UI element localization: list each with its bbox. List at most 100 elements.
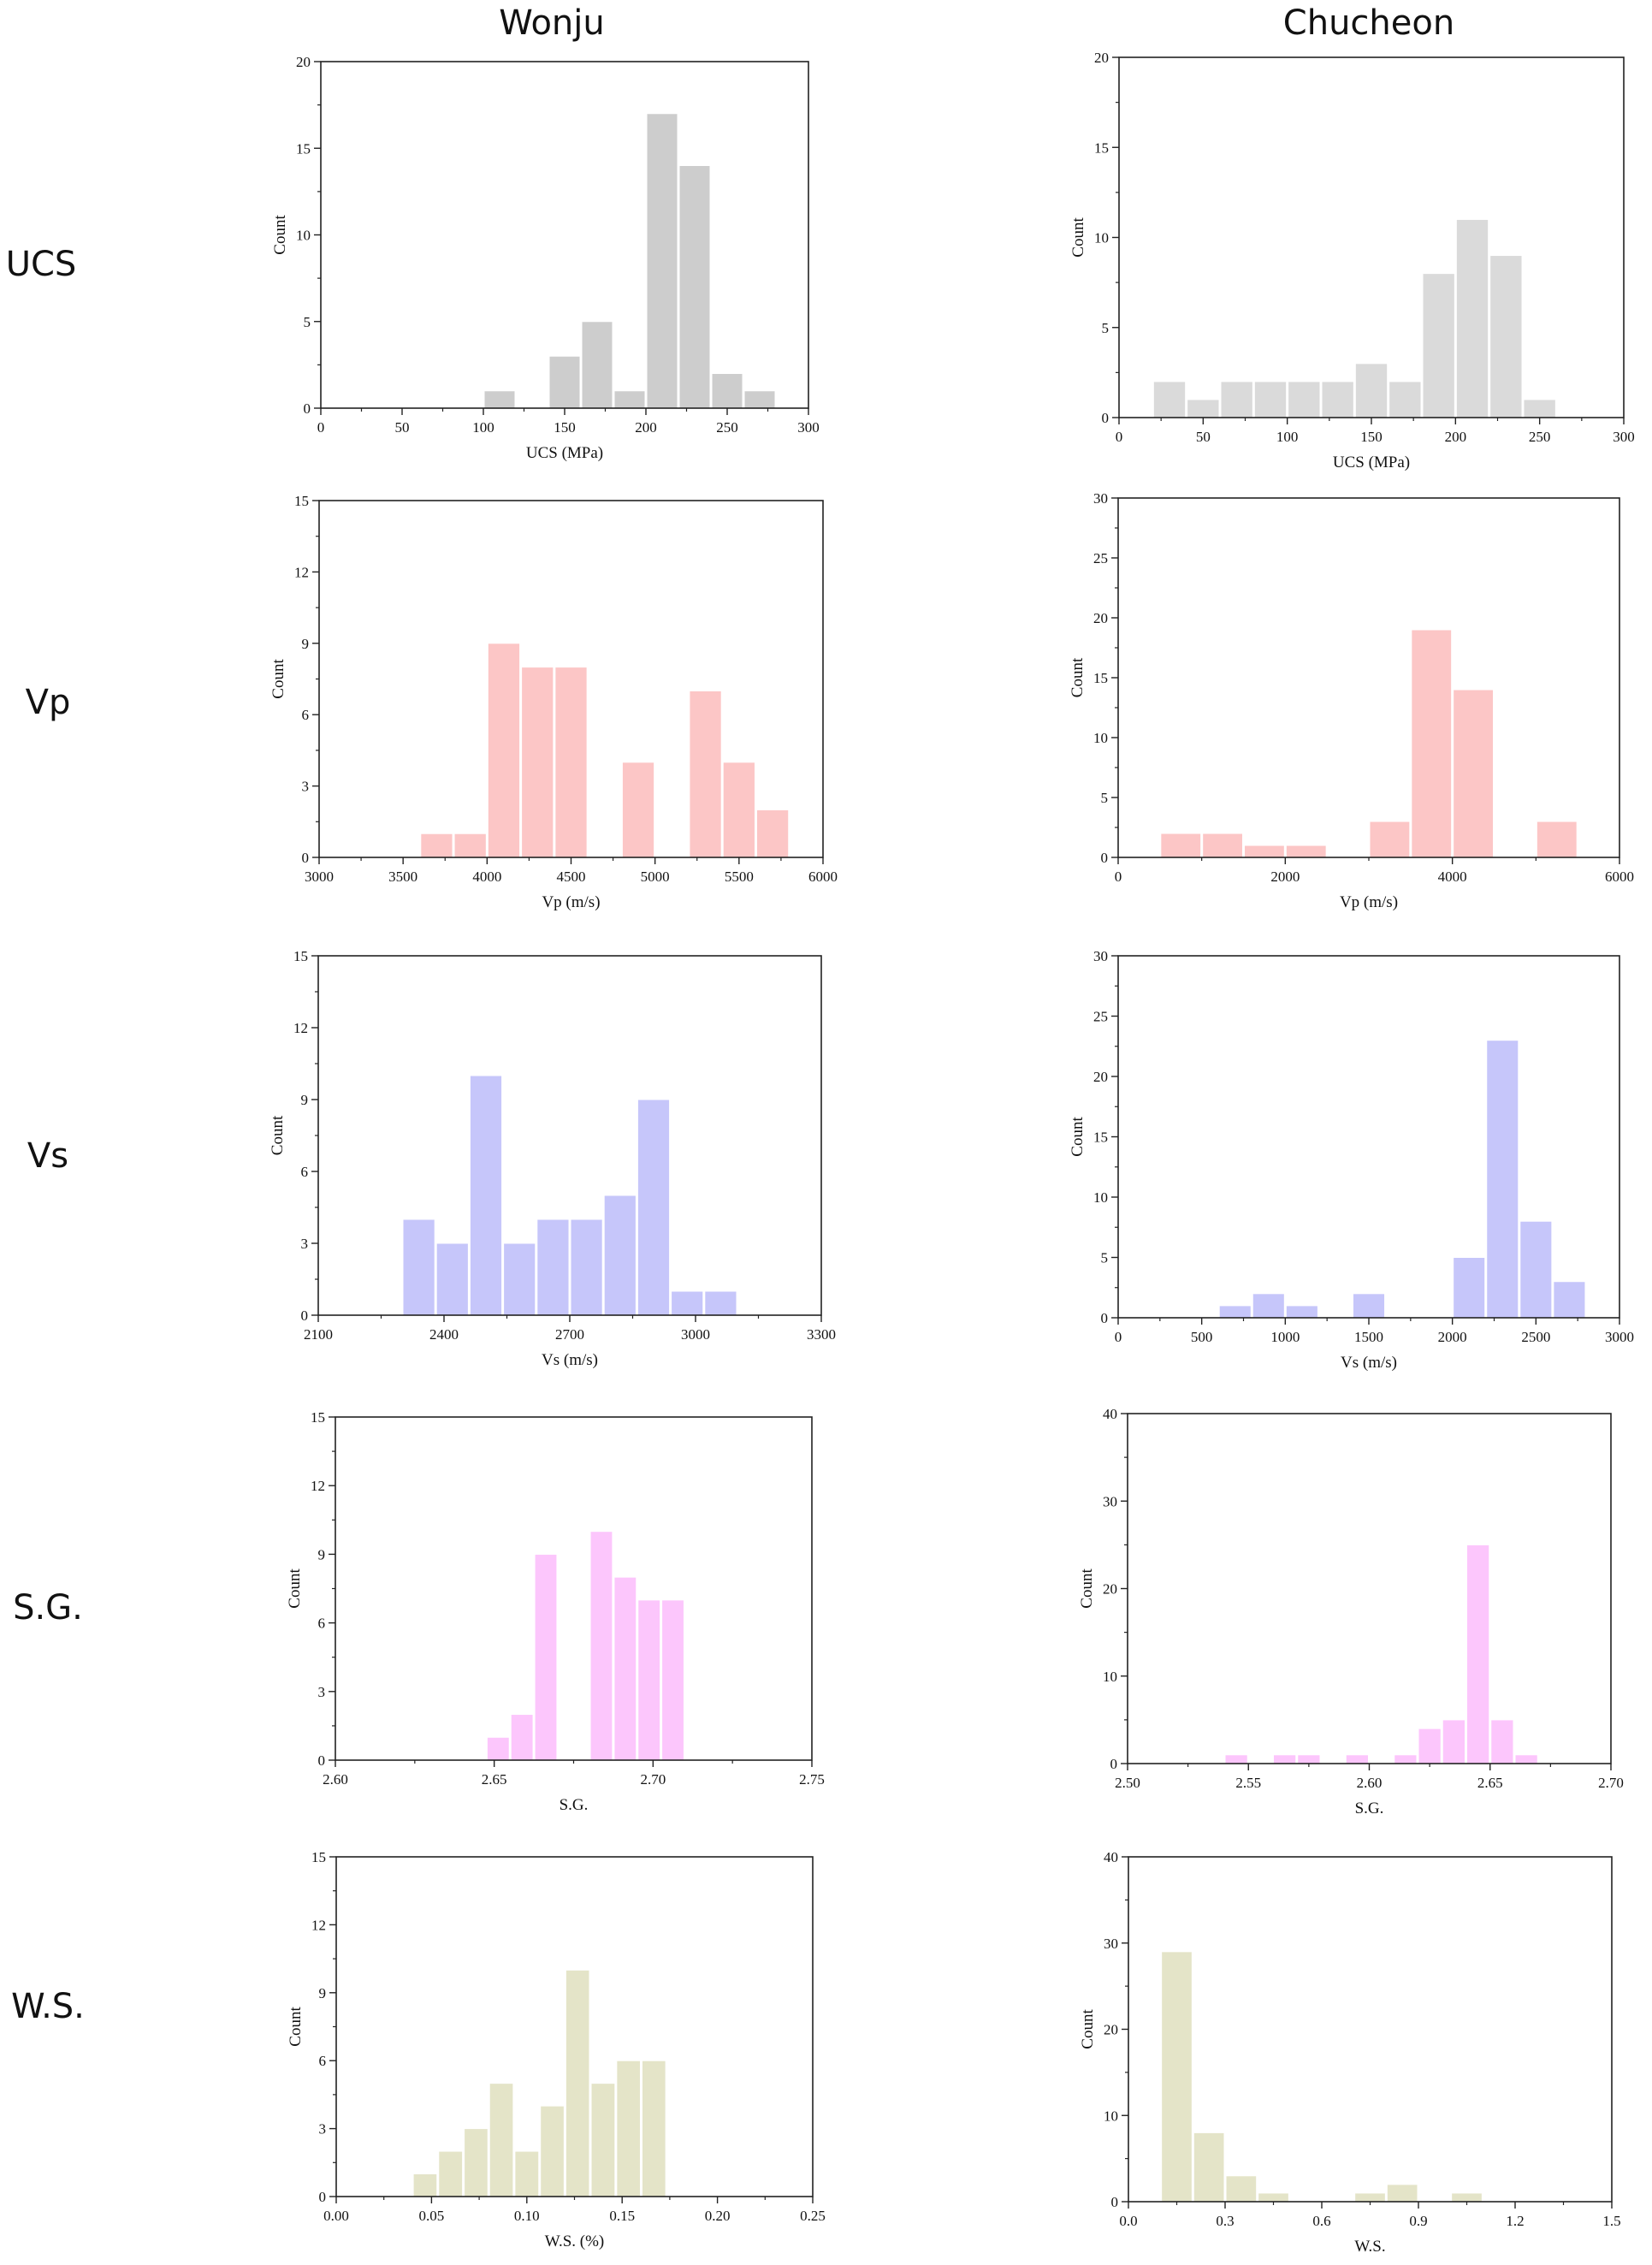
chucheon-ucs-x-tick-label: 250 <box>1529 429 1551 445</box>
chucheon-ucs-y-tick-label: 20 <box>1094 50 1109 66</box>
wonju-vs-bar <box>469 1075 503 1316</box>
wonju-sg-y-tick-label: 6 <box>318 1616 326 1632</box>
chucheon-ws-y-tick-label: 0 <box>1111 2194 1119 2210</box>
chucheon-ucs-bar <box>1220 381 1253 418</box>
wonju-ucs-bar <box>548 355 581 409</box>
wonju-ucs-x-tick-label: 250 <box>716 419 738 436</box>
wonju-vs-y-tick-label: 6 <box>301 1164 309 1180</box>
column-header-wonju: Wonju <box>499 3 605 43</box>
chucheon-ws-y-tick-label: 20 <box>1104 2022 1118 2038</box>
chucheon-vp-bar <box>1160 833 1202 858</box>
chucheon-ws-bar <box>1193 2132 1225 2203</box>
chucheon-vs-y-axis-label: Count <box>1069 1117 1087 1157</box>
chucheon-vp-y-tick-label: 25 <box>1093 550 1108 566</box>
wonju-sg-bar <box>613 1576 637 1761</box>
wonju-sg-bar <box>661 1599 684 1761</box>
chucheon-vs-bar <box>1252 1293 1285 1319</box>
chucheon-vp-y-tick-label: 0 <box>1101 850 1109 866</box>
chucheon-sg-x-axis-label: S.G. <box>1355 1800 1384 1817</box>
wonju-ws-y-tick-label: 12 <box>311 1917 326 1933</box>
wonju-ucs-y-tick-label: 10 <box>296 228 311 244</box>
wonju-ws-chart: 0.00 0.05 0.10 0.15 0.20 0.25 0 3 6 9 12 15 W.S. (%)… <box>287 1849 826 2250</box>
wonju-vp-bar <box>722 762 755 858</box>
chucheon-ucs-x-tick-label: 50 <box>1196 429 1211 445</box>
wonju-sg-y-tick-label: 9 <box>318 1546 326 1562</box>
chucheon-ucs-chart: 0 50 100 150 200 250 300 0 5 10 15 20 UCS (MPa) Count <box>1069 50 1635 471</box>
chucheon-ws-bar <box>1258 2192 1289 2203</box>
wonju-vs-bar <box>570 1218 603 1316</box>
wonju-sg-y-tick-label: 3 <box>318 1684 326 1700</box>
chucheon-vp-y-tick-label: 5 <box>1101 790 1109 806</box>
wonju-vp-x-tick-label: 4000 <box>472 869 501 885</box>
wonju-ucs-bar <box>581 321 613 409</box>
wonju-vs-plot-frame <box>317 955 822 1316</box>
wonju-ucs-x-tick-label: 0 <box>317 419 325 436</box>
wonju-ucs-y-tick-label: 0 <box>304 400 311 417</box>
chucheon-vs-y-tick-label: 20 <box>1093 1069 1108 1085</box>
wonju-ucs-x-tick-label: 300 <box>797 419 820 436</box>
wonju-ucs-y-tick-label: 5 <box>304 314 311 330</box>
chucheon-sg-y-tick-label: 30 <box>1103 1493 1117 1509</box>
wonju-vp-bar <box>453 833 487 858</box>
chucheon-ucs-x-tick-label: 0 <box>1116 429 1123 445</box>
chucheon-ws-x-tick-label: 1.2 <box>1506 2213 1524 2229</box>
chucheon-sg-y-tick-label: 20 <box>1103 1581 1117 1598</box>
chucheon-sg-plot-frame <box>1127 1413 1612 1764</box>
chucheon-ws-y-tick-label: 40 <box>1104 1849 1118 1865</box>
chucheon-sg-chart: 2.50 2.55 2.60 2.65 2.70 0 10 20 30 40 S.G. Count <box>1078 1406 1624 1817</box>
chucheon-vp-bar <box>1202 833 1243 858</box>
wonju-sg-y-tick-label: 0 <box>318 1752 326 1769</box>
wonju-sg-y-axis-label: Count <box>286 1568 304 1609</box>
chucheon-vp-x-tick-label: 2000 <box>1270 869 1300 885</box>
chucheon-vp-x-tick-label: 4000 <box>1438 869 1467 885</box>
chucheon-ucs-bar <box>1253 381 1288 418</box>
wonju-ucs-chart: 0 50 100 150 200 250 300 0 5 10 15 20 UCS (MPa) Count <box>271 54 820 462</box>
chucheon-ws-x-tick-label: 1.5 <box>1602 2213 1620 2229</box>
wonju-vp-bar <box>521 667 554 858</box>
wonju-vp-x-tick-label: 3500 <box>388 869 417 885</box>
chucheon-ucs-y-tick-label: 0 <box>1102 410 1110 426</box>
wonju-vs-bar <box>536 1218 570 1316</box>
wonju-vs-y-tick-label: 12 <box>293 1020 308 1036</box>
chucheon-vp-x-tick-label: 0 <box>1115 869 1122 885</box>
chucheon-vs-x-tick-label: 1000 <box>1270 1329 1300 1345</box>
chucheon-ws-bar <box>1354 2192 1386 2203</box>
wonju-sg-bar <box>534 1553 558 1761</box>
chucheon-sg-x-tick-label: 2.70 <box>1598 1775 1624 1791</box>
chucheon-sg-bar <box>1224 1754 1248 1764</box>
wonju-vs-x-tick-label: 3300 <box>807 1326 836 1343</box>
chucheon-vs-bar <box>1285 1305 1318 1319</box>
chucheon-ws-bar <box>1386 2184 1418 2203</box>
wonju-ucs-bar <box>743 390 776 409</box>
chucheon-vs-x-tick-label: 0 <box>1115 1329 1122 1345</box>
wonju-vp-y-axis-label: Count <box>269 659 287 699</box>
column-header-chucheon: Chucheon <box>1283 3 1454 43</box>
wonju-ws-bar <box>565 1969 590 2197</box>
wonju-ws-x-axis-label: W.S. (%) <box>545 2232 605 2250</box>
chucheon-ucs-bar <box>1152 381 1187 418</box>
wonju-vp-bar <box>420 833 453 858</box>
chucheon-ucs-bar <box>1321 381 1354 418</box>
wonju-ws-x-tick-label: 0.10 <box>514 2208 540 2224</box>
chucheon-vs-x-tick-label: 3000 <box>1605 1329 1634 1345</box>
chucheon-vs-y-tick-label: 10 <box>1093 1189 1108 1206</box>
wonju-vp-y-tick-label: 15 <box>294 493 309 509</box>
chucheon-vs-bar <box>1453 1257 1486 1319</box>
chucheon-vp-bar <box>1285 845 1327 858</box>
wonju-ws-bar <box>590 2083 616 2197</box>
wonju-ws-y-tick-label: 3 <box>319 2121 327 2138</box>
chucheon-vs-bar <box>1486 1040 1519 1319</box>
wonju-sg-x-tick-label: 2.70 <box>640 1771 666 1788</box>
chucheon-vp-bar <box>1453 689 1494 858</box>
wonju-ucs-bar <box>646 113 678 409</box>
wonju-sg-chart: 2.60 2.65 2.70 2.75 0 3 6 9 12 15 S.G. Count <box>286 1409 825 1814</box>
chucheon-ws-chart: 0.0 0.3 0.6 0.9 1.2 1.5 0 10 20 30 40 W.S. Count <box>1079 1849 1621 2256</box>
chucheon-ws-x-tick-label: 0.0 <box>1119 2213 1137 2229</box>
chucheon-vs-bar <box>1553 1281 1586 1319</box>
wonju-vs-bar <box>704 1290 737 1316</box>
chucheon-vs-bar <box>1218 1305 1252 1319</box>
wonju-sg-x-tick-label: 2.65 <box>482 1771 507 1788</box>
chucheon-vs-y-tick-label: 25 <box>1093 1009 1108 1025</box>
chucheon-ws-y-axis-label: Count <box>1079 2009 1097 2049</box>
chucheon-ucs-bar <box>1523 399 1556 418</box>
